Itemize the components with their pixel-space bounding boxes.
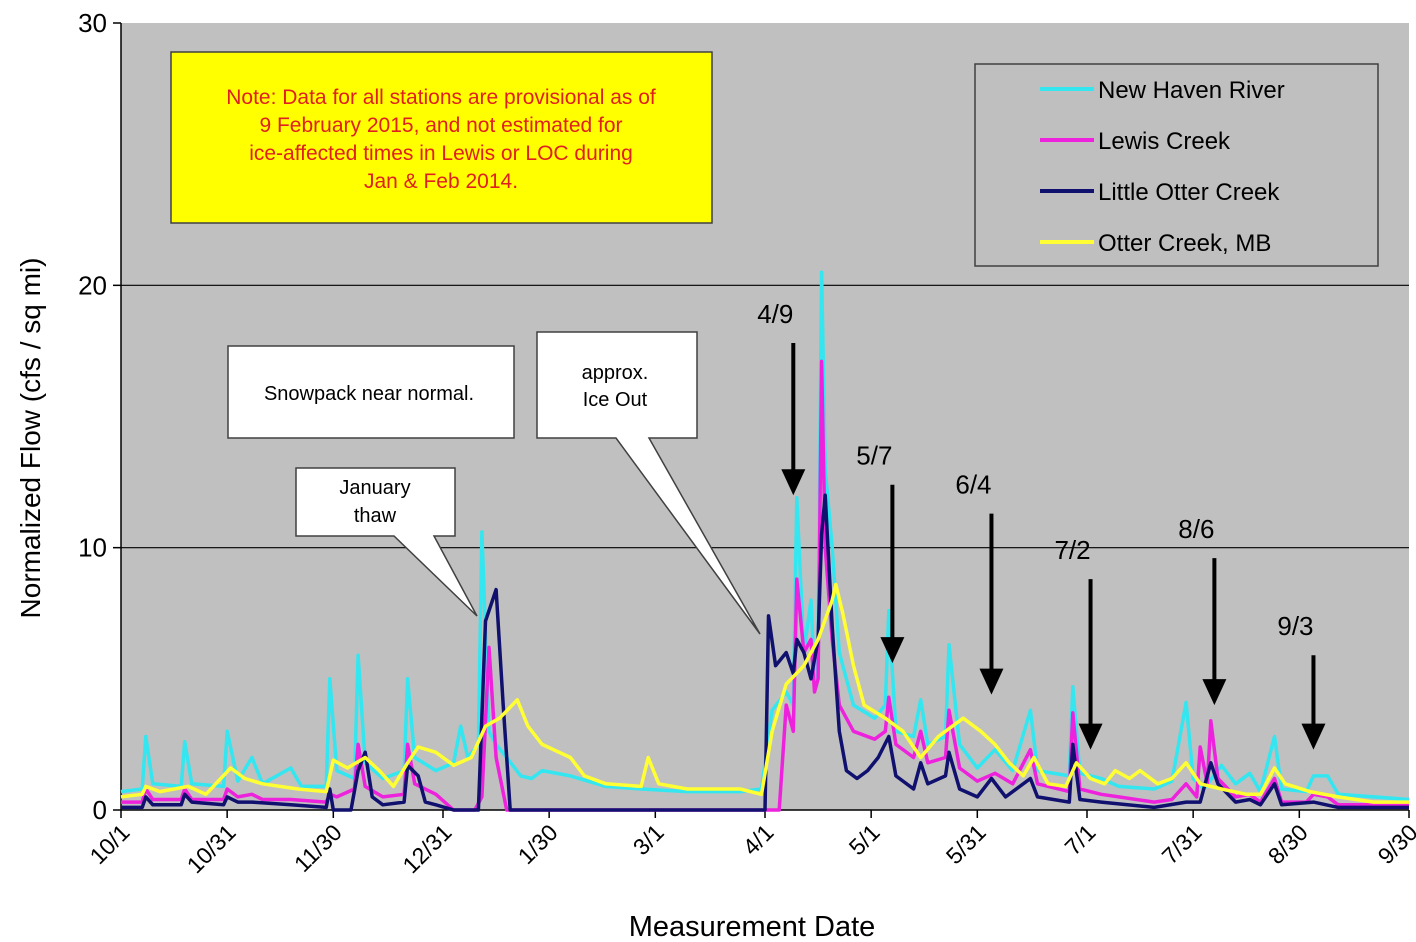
ice-out-line-2: Ice Out (583, 389, 648, 411)
arrow-head (880, 637, 905, 664)
arrow-date-label: 4/9 (757, 299, 793, 329)
arrow-head (1078, 723, 1103, 750)
snowpack-callout: Snowpack near normal. (227, 345, 515, 439)
legend: New Haven River Lewis Creek Little Otter… (974, 63, 1379, 267)
note-line-3: ice-affected times in Lewis or LOC durin… (249, 142, 633, 165)
x-tick-label: 1/30 (513, 819, 563, 869)
legend-label-lewis: Lewis Creek (1098, 128, 1231, 155)
note-line-2: 9 February 2015, and not estimated for (259, 114, 622, 137)
x-axis-label: Measurement Date (629, 911, 876, 942)
x-tick-label: 7/31 (1157, 819, 1207, 869)
arrow-head (781, 469, 806, 496)
x-tick-label: 5/1 (844, 819, 885, 860)
x-tick-label: 11/30 (289, 819, 347, 877)
y-tick-label: 0 (93, 795, 107, 825)
legend-label-new-haven: New Haven River (1098, 77, 1285, 104)
arrow-date-label: 6/4 (955, 470, 991, 500)
series-line-otter-creek-mb (120, 582, 1409, 804)
y-tick-label: 30 (78, 8, 107, 38)
series-line-little-otter-creek (121, 493, 1409, 812)
legend-box (974, 63, 1379, 267)
x-tick-label: 10/31 (182, 819, 241, 878)
sampling-date-arrows: 4/9 5/7 6/4 7/2 8/6 9/3 (757, 299, 1326, 750)
arrow-head (1202, 679, 1227, 706)
y-tick-label: 10 (78, 533, 107, 563)
arrow-date-label: 9/3 (1277, 611, 1313, 641)
y-tick-labels: 0 10 20 30 (78, 8, 121, 825)
legend-label-otter-creek: Otter Creek, MB (1098, 230, 1271, 257)
note-box (170, 51, 713, 224)
arrow-head (1301, 723, 1326, 750)
provisional-note: Note: Data for all stations are provisio… (170, 51, 713, 224)
january-thaw-line-1: January (339, 477, 410, 499)
note-line-1: Note: Data for all stations are provisio… (226, 86, 656, 109)
arrow-date-label: 7/2 (1054, 535, 1090, 565)
gridlines (121, 284, 1409, 549)
x-tick-label: 3/1 (628, 819, 669, 860)
x-tick-label: 4/1 (738, 819, 779, 860)
ice-out-callout: approx. Ice Out (536, 331, 761, 635)
snowpack-text: Snowpack near normal. (264, 383, 474, 405)
x-tick-label: 8/30 (1263, 819, 1313, 869)
january-thaw-line-2: thaw (354, 505, 397, 527)
note-line-4: Jan & Feb 2014. (364, 170, 518, 193)
x-tick-label: 9/30 (1372, 819, 1416, 869)
snowpack-box (227, 345, 515, 439)
x-tick-label: 12/31 (397, 819, 456, 878)
x-tick-label: 5/31 (941, 819, 991, 869)
arrow-date-label: 8/6 (1178, 514, 1214, 544)
series-lines (120, 270, 1410, 812)
arrow-date-label: 5/7 (856, 441, 892, 471)
arrow-head (979, 668, 1004, 695)
series-line-new-haven-river (120, 270, 1410, 802)
y-axis-label: Normalized Flow (cfs / sq mi) (15, 258, 46, 619)
january-thaw-callout: January thaw (295, 467, 478, 617)
ice-out-line-1: approx. (582, 362, 649, 384)
legend-label-little-otter: Little Otter Creek (1098, 179, 1280, 206)
x-tick-labels: 10/1 10/31 11/30 12/31 1/30 3/1 4/1 5/1 5/31 7/1 7… (84, 810, 1416, 878)
ice-out-bubble (536, 331, 761, 635)
y-tick-label: 20 (78, 270, 107, 300)
x-tick-label: 10/1 (84, 819, 134, 869)
january-thaw-bubble (295, 467, 478, 617)
x-tick-label: 7/1 (1060, 819, 1101, 860)
